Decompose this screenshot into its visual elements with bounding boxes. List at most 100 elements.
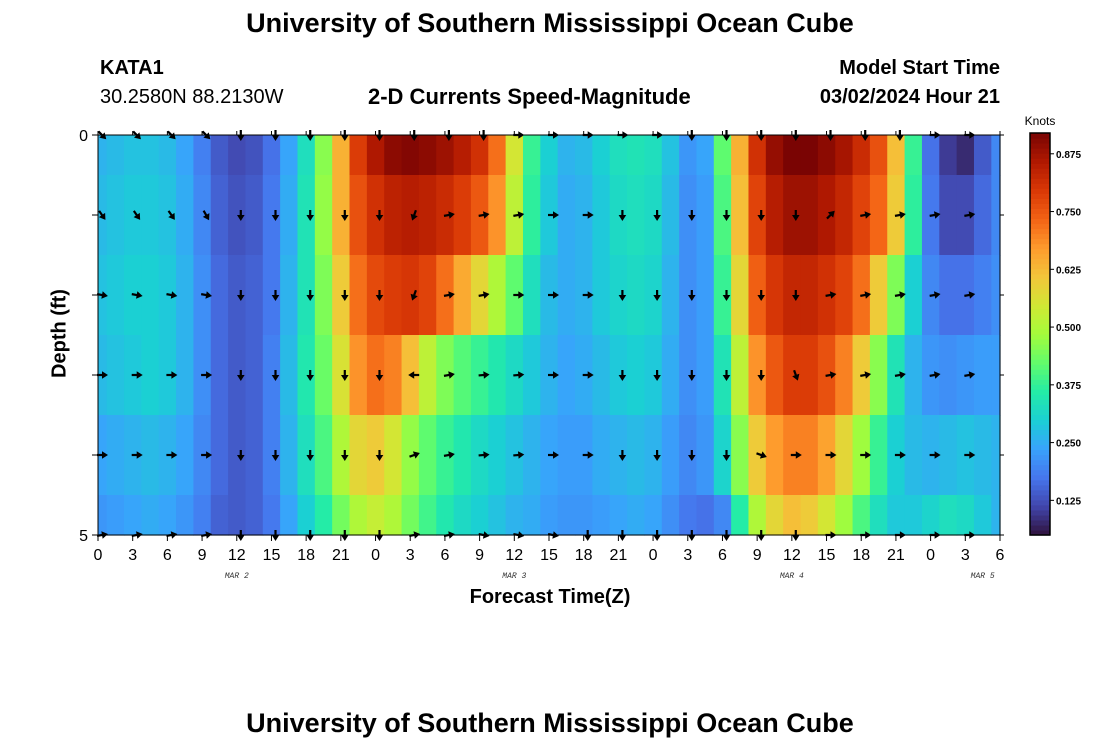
colorbar-band — [1030, 228, 1050, 235]
heatmap-cell — [592, 135, 611, 176]
current-arrow — [722, 450, 731, 461]
heatmap-cell — [228, 175, 247, 256]
current-arrow — [131, 291, 143, 299]
date-label: MAR 2 — [225, 572, 249, 581]
colorbar-band — [1030, 529, 1050, 536]
heatmap-cell — [713, 255, 732, 336]
heatmap-cell — [384, 415, 403, 496]
current-arrow — [237, 530, 245, 541]
heatmap-cell — [575, 495, 593, 536]
heatmap-cell — [314, 335, 333, 416]
colorbar-band — [1030, 213, 1050, 220]
current-arrow — [653, 530, 661, 541]
current-arrow — [306, 530, 315, 541]
current-arrow — [894, 451, 906, 459]
arrow-head — [687, 375, 696, 381]
colorbar-band — [1030, 349, 1050, 355]
heatmap-cell — [262, 135, 281, 176]
current-arrow — [201, 130, 211, 140]
current-arrow — [271, 290, 280, 301]
colorbar-band — [1030, 218, 1050, 225]
heatmap-cell — [800, 135, 819, 176]
current-arrow — [929, 451, 941, 459]
current-arrow — [582, 451, 594, 459]
arrow-head — [553, 371, 559, 379]
arrow-head — [757, 535, 766, 541]
heatmap-cell — [522, 415, 541, 496]
heatmap-cell — [679, 135, 698, 176]
heatmap-cell — [609, 175, 628, 256]
heatmap-cell — [627, 255, 646, 336]
x-tick-label: 15 — [818, 547, 836, 564]
heatmap-cell — [835, 255, 854, 336]
colorbar-band — [1030, 494, 1050, 501]
heatmap-cell — [349, 335, 368, 416]
current-arrow — [166, 291, 178, 299]
heatmap-cell — [505, 135, 524, 176]
current-arrow — [860, 371, 872, 379]
heatmap-cell — [210, 175, 229, 256]
colorbar-band — [1030, 459, 1050, 466]
heatmap-cell — [384, 335, 403, 416]
current-arrow — [825, 291, 837, 299]
arrow-head — [412, 451, 420, 459]
arrow-head — [271, 295, 280, 301]
colorbar-band — [1030, 328, 1050, 335]
heatmap-cell — [228, 255, 247, 336]
current-arrow — [548, 371, 559, 379]
x-tick-label: 21 — [609, 547, 627, 564]
heatmap-cell — [887, 135, 906, 176]
arrow-head — [587, 451, 594, 459]
heatmap-cell — [245, 415, 264, 496]
heatmap-cell — [696, 335, 715, 416]
arrow-head — [553, 451, 559, 459]
arrow-head — [410, 293, 418, 301]
heatmap-cell — [418, 335, 437, 416]
current-arrow — [306, 370, 315, 381]
colorbar-band — [1030, 263, 1050, 270]
arrow-head — [587, 211, 594, 219]
current-arrow — [618, 290, 627, 301]
colorbar-band — [1030, 273, 1050, 280]
page-title: University of Southern Mississippi Ocean… — [246, 8, 854, 38]
colorbar-band — [1030, 188, 1050, 194]
heatmap-cell — [106, 175, 125, 256]
current-arrow — [791, 210, 800, 221]
heatmap-cell — [176, 255, 195, 336]
arrow-head — [934, 451, 941, 459]
current-arrow — [306, 210, 315, 221]
arrow-head — [448, 291, 455, 299]
x-tick-label: 0 — [649, 547, 658, 564]
heatmap-cell — [800, 255, 819, 336]
heatmap-cell — [679, 175, 698, 256]
arrow-head — [448, 451, 455, 459]
heatmap-cell — [522, 495, 541, 536]
arrow-head — [757, 375, 766, 381]
arrow-head — [306, 135, 315, 141]
heatmap-cell — [98, 495, 108, 536]
heatmap-cell — [488, 255, 507, 336]
colorbar-band — [1030, 203, 1050, 209]
heatmap-cell — [904, 255, 923, 336]
arrow-head — [448, 211, 455, 219]
heatmap-cell — [314, 495, 333, 536]
colorbar-band — [1030, 444, 1050, 451]
heatmap-cell — [158, 135, 177, 176]
current-arrow — [791, 530, 800, 541]
arrow-head — [553, 211, 559, 219]
colorbar-band — [1030, 173, 1050, 179]
heatmap-cell — [939, 495, 958, 536]
current-arrow — [722, 210, 731, 221]
heatmap-cell — [141, 335, 160, 416]
arrow-head — [864, 211, 872, 219]
heatmap-cell — [228, 335, 247, 416]
current-arrow — [306, 130, 315, 141]
colorbar-band — [1030, 354, 1050, 360]
heatmap-cell — [366, 175, 385, 256]
heatmap-cell — [210, 495, 229, 536]
heatmap-cell — [661, 255, 680, 336]
colorbar-band — [1030, 248, 1050, 255]
arrow-head — [968, 291, 976, 299]
arrow-head — [448, 371, 455, 379]
current-arrow — [271, 530, 280, 541]
